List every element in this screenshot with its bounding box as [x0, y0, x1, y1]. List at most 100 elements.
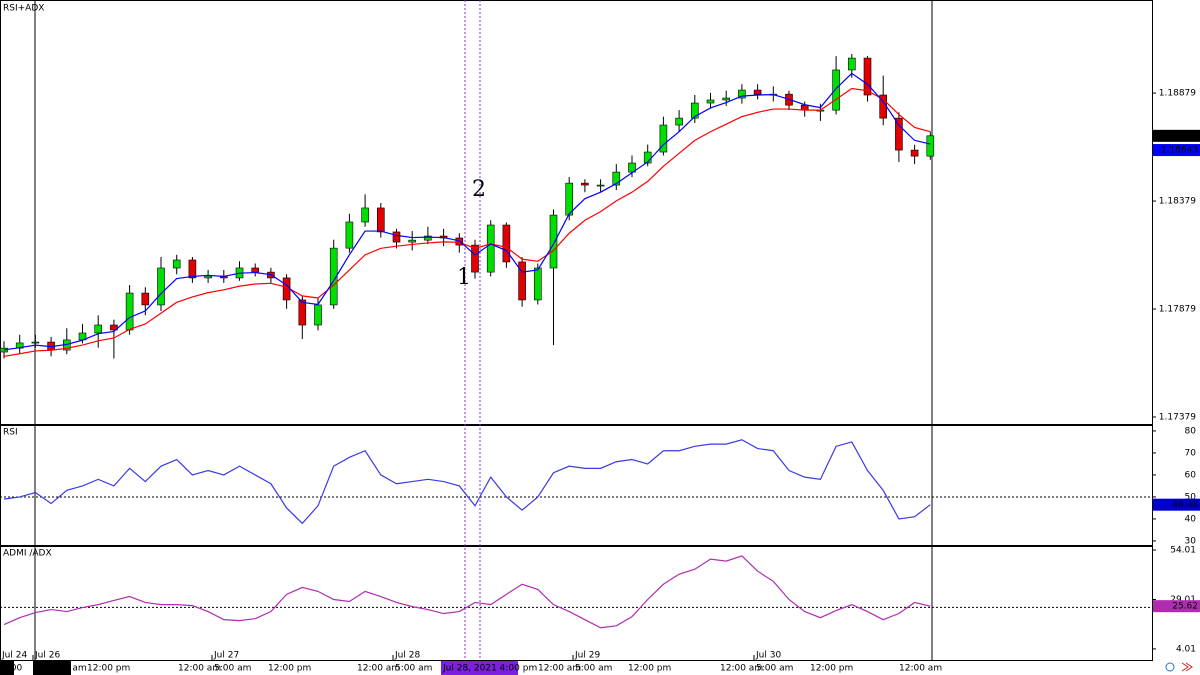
adx-line [3, 555, 931, 629]
time-label: 12:00 pm [268, 664, 311, 674]
ma-fast-line [3, 72, 931, 351]
candle-body [612, 171, 621, 186]
candle-body [392, 231, 401, 243]
ma-fast-value: 1.18643 [1161, 146, 1198, 156]
ma-slow-line [3, 87, 931, 357]
time-label: 12:00 am [357, 664, 400, 674]
date-label: Jul 26 [34, 651, 60, 661]
candle-body [0, 347, 8, 353]
adx-label: ADMI /ADX [3, 549, 52, 559]
candle-body [110, 324, 118, 331]
y-tick-label: 4.01 [1176, 644, 1196, 654]
candle-body [125, 292, 134, 331]
time-label: 12:00 am [720, 664, 763, 674]
ma-fast-value-box [1153, 144, 1200, 157]
time-label: 5:00 am [756, 664, 793, 674]
candle-body [533, 267, 542, 301]
rsi-line [3, 439, 931, 525]
candle-body [706, 99, 715, 104]
rsi-label: RSI [3, 428, 18, 438]
candle-body [565, 182, 574, 216]
candle-body [408, 239, 417, 243]
y-tick-label: 80 [1185, 426, 1197, 436]
time-label: 5:00 am [575, 664, 612, 674]
toolbar-icons [1165, 662, 1193, 672]
candle-body [345, 221, 354, 249]
candle-body [675, 117, 683, 126]
annotation: 1 [457, 265, 471, 290]
date-label: Jul 27 [213, 651, 239, 661]
candle-body [188, 259, 197, 279]
candle-body [895, 117, 903, 151]
rsi-frame [0, 425, 1153, 546]
candle-body [722, 97, 731, 101]
crosshair-time-box [33, 661, 71, 675]
time-label: 12:00 am [899, 664, 942, 674]
date-label: Jul 30 [755, 651, 781, 661]
annotation: 2 [472, 177, 486, 202]
candle-body [94, 324, 102, 334]
candle-body [361, 207, 369, 223]
rsi-value: 46.48 [1172, 500, 1198, 510]
icon[interactable] [1181, 662, 1193, 672]
frames [0, 0, 1153, 661]
candle-body [863, 57, 872, 96]
candle-body [659, 124, 668, 153]
candle-body [251, 267, 259, 273]
y-tick-label: 1.18379 [1159, 197, 1196, 207]
y-tick-label: 70 [1185, 448, 1197, 458]
time-label: 5:00 am [395, 664, 432, 674]
candle-body [549, 214, 558, 269]
adx-value-box [1153, 600, 1200, 613]
y-tick-label: 50 [1185, 492, 1197, 502]
time-label: 12:00 am [178, 664, 221, 674]
icon[interactable] [1165, 662, 1175, 672]
candle-body [518, 261, 526, 301]
time-label: 12:00 pm [810, 664, 853, 674]
date-label: Jul 24 [1, 651, 27, 661]
y-tick-label: 1.18879 [1159, 89, 1196, 99]
candle-body [298, 299, 307, 326]
main-frame [0, 0, 1153, 425]
candle-body [753, 89, 762, 95]
current-price: 1.18681 [1161, 131, 1198, 141]
time-label: 12:00 pm [87, 664, 130, 674]
main-label: RSI+ADX [3, 4, 44, 14]
candle-body [832, 69, 840, 111]
candle-body [926, 135, 935, 157]
time-label: 21 5:00 am [35, 664, 87, 674]
candle-body [157, 267, 165, 306]
candle-body [581, 182, 589, 186]
candle-body [910, 149, 919, 157]
y-tick-label: 40 [1185, 514, 1197, 524]
candle-body [314, 304, 322, 326]
candle-body [204, 275, 212, 279]
candle-body [329, 247, 338, 306]
candle-body [471, 244, 479, 273]
y-tick-label: 1.17879 [1159, 305, 1196, 315]
crosshair-time-box [0, 661, 14, 675]
time-label: 5:00 am [214, 664, 251, 674]
y-tick-label: 1.17379 [1159, 413, 1196, 423]
y-tick-label: 30 [1185, 536, 1197, 546]
candle-body [172, 259, 181, 269]
candle-body [486, 224, 495, 273]
candle-body [596, 184, 605, 187]
candle-body [424, 235, 432, 241]
date-label: Jul 29 [574, 651, 600, 661]
candle-body [141, 292, 150, 306]
y-tick-label: 60 [1185, 470, 1197, 480]
date-label: Jul 28 [394, 651, 420, 661]
time-label: 12:00 pm [628, 664, 671, 674]
y-tick-label: 54.01 [1170, 546, 1196, 556]
y-tick-label: 29.01 [1170, 595, 1196, 605]
candle-body [31, 341, 40, 344]
candle-body [376, 207, 385, 233]
time-label: 12:00 am [538, 664, 581, 674]
time-label: Jul 28, 2021 4:00 pm [442, 664, 537, 674]
candle-body [847, 57, 856, 71]
candle-body [502, 224, 511, 263]
